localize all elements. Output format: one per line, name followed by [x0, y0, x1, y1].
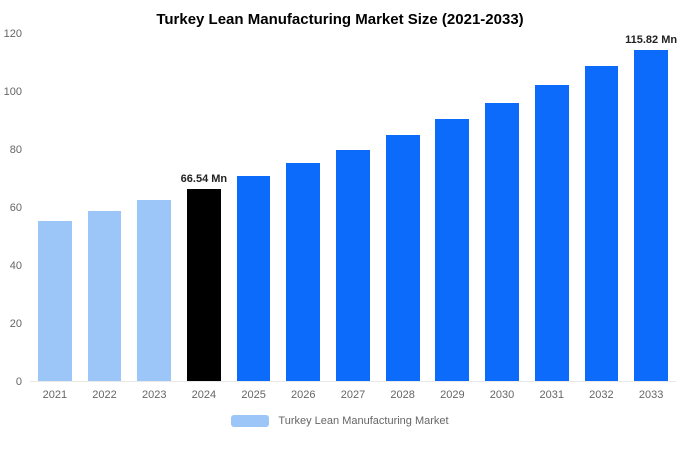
legend[interactable]: Turkey Lean Manufacturing Market — [0, 415, 680, 427]
x-tick-label: 2021 — [42, 389, 68, 401]
y-tick-label: 100 — [3, 86, 22, 98]
bar-2022[interactable] — [87, 210, 122, 381]
x-tick-label: 2024 — [191, 389, 217, 401]
bar-value-label: 66.54 Mn — [180, 172, 228, 185]
bar-slot: 115.82 Mn — [625, 34, 678, 381]
plot-wrap: 66.54 Mn 115.82 Mn 2021 2022 2023 2024 2025 20… — [30, 34, 678, 401]
x-tick-label: 2023 — [141, 389, 167, 401]
x-tick-label: 2031 — [539, 389, 564, 401]
bar-2031[interactable] — [534, 84, 569, 381]
x-tick-label: 2030 — [489, 389, 515, 401]
bar-2029[interactable] — [435, 119, 470, 381]
chart-title: Turkey Lean Manufacturing Market Size (2… — [156, 11, 524, 28]
bar-slot — [577, 34, 627, 381]
x-tick-label: 2022 — [92, 389, 117, 401]
bar-slot — [278, 34, 328, 381]
bar-2032[interactable] — [584, 66, 619, 381]
x-tick-label: 2026 — [291, 389, 316, 401]
bar-2021[interactable] — [37, 221, 72, 381]
x-tick-label: 2028 — [390, 389, 415, 401]
bar-2033[interactable] — [634, 50, 668, 381]
bar-2028[interactable] — [385, 134, 420, 381]
chart-body: 0 20 40 60 80 100 120 66.54 Mn 115.82 Mn 2021 20… — [0, 28, 680, 401]
plot-area: 66.54 Mn 115.82 Mn — [30, 34, 678, 382]
bar-2026[interactable] — [286, 163, 321, 381]
bar-slot — [229, 34, 279, 381]
y-tick-label: 120 — [3, 28, 22, 40]
bar-2023[interactable] — [137, 200, 172, 381]
bar-slot — [428, 34, 478, 381]
bar-2025[interactable] — [236, 176, 271, 381]
y-tick-label: 40 — [9, 260, 22, 272]
x-tick-label: 2033 — [638, 389, 664, 401]
x-axis-labels: 2021 2022 2023 2024 2025 2026 2027 2028 2029 2030… — [30, 389, 676, 401]
bar-slot — [129, 34, 179, 381]
legend-swatch — [231, 415, 270, 427]
y-tick-label: 80 — [9, 144, 22, 156]
x-tick-label: 2029 — [440, 389, 465, 401]
bar-2027[interactable] — [336, 149, 370, 381]
x-tick-label: 2027 — [340, 389, 366, 401]
bar-2030[interactable] — [485, 102, 519, 381]
bar-slot — [328, 34, 378, 381]
y-axis-labels: 0 20 40 60 80 100 120 — [0, 28, 30, 388]
y-tick-label: 0 — [15, 376, 22, 388]
x-tick-label: 2032 — [589, 389, 614, 401]
bar-value-label: 115.82 Mn — [625, 34, 678, 46]
y-tick-label: 60 — [9, 202, 22, 214]
bar-slot — [378, 34, 428, 381]
bar-slot: 66.54 Mn — [179, 34, 229, 381]
y-tick-label: 20 — [9, 318, 22, 330]
bar-2024[interactable] — [187, 188, 221, 381]
legend-label: Turkey Lean Manufacturing Market — [278, 415, 449, 427]
bar-slot — [80, 34, 130, 381]
bar-slot — [527, 34, 577, 381]
bar-slot — [30, 34, 80, 381]
bar-slot — [477, 34, 527, 381]
x-tick-label: 2025 — [241, 389, 266, 401]
